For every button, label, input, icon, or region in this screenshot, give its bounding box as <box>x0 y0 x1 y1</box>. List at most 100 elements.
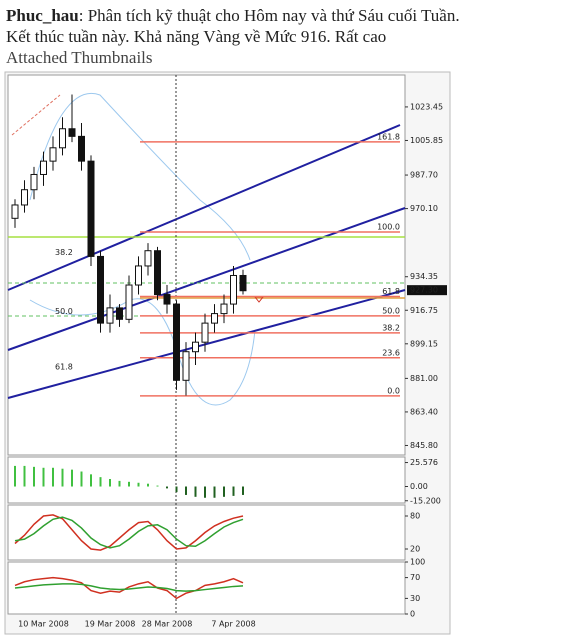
y-tick-label: -15.200 <box>410 496 441 505</box>
y-tick-label: 970.10 <box>410 204 438 213</box>
x-tick-label: 7 Apr 2008 <box>211 620 255 629</box>
fib-label: 23.6 <box>382 348 400 357</box>
macd-bar <box>80 471 83 487</box>
post-line: Kết thúc tuần này. Khả năng Vàng về Mức … <box>6 27 387 46</box>
macd-bar <box>14 465 16 487</box>
post-line: Phuc_hau: Phân tích kỹ thuật cho Hôm nay… <box>6 6 460 26</box>
macd-bar <box>52 467 54 487</box>
y-tick-label: 863.40 <box>410 407 438 416</box>
macd-bar <box>33 466 35 487</box>
fib-label: 50.0 <box>382 306 400 315</box>
macd-bar <box>223 486 225 497</box>
y-tick-label: 916.75 <box>410 306 438 315</box>
candle-body <box>211 313 218 324</box>
y-tick-label: 100 <box>410 558 425 567</box>
stochastic-line <box>14 514 244 551</box>
x-tick-label: 10 Mar 2008 <box>18 620 69 629</box>
y-tick-label: 899.15 <box>410 339 438 348</box>
y-tick-label: 30 <box>410 594 420 603</box>
candle-body <box>125 284 133 320</box>
macd-bar <box>109 479 111 487</box>
candle-body <box>87 160 95 257</box>
macd-bar <box>128 481 130 487</box>
y-tick-label: 845.80 <box>410 441 438 450</box>
macd-bar <box>204 486 206 498</box>
bollinger-upper <box>29 92 251 261</box>
y-tick-label: 987.70 <box>410 171 438 180</box>
macd-bar <box>147 483 149 487</box>
y-tick-label: 1023.45 <box>410 102 443 111</box>
channel-line <box>7 289 406 399</box>
post-text: : Phân tích kỹ thuật cho Hôm nay và thứ … <box>78 6 460 25</box>
author[interactable]: Phuc_hau <box>6 6 79 25</box>
candle-body <box>97 255 104 324</box>
candle-body <box>201 322 209 343</box>
candle-body <box>59 128 66 149</box>
candle-body <box>154 250 161 296</box>
macd-bar <box>175 486 178 493</box>
price-box-label: 927.30 <box>410 286 438 295</box>
rsi-line <box>14 576 244 600</box>
y-tick-label: 80 <box>410 512 420 521</box>
macd-bar <box>156 485 159 487</box>
macd-bar <box>185 486 187 495</box>
macd-bar <box>118 480 121 487</box>
price-panel <box>7 74 406 456</box>
y-tick-label: 25.576 <box>410 458 438 467</box>
rsi-panel <box>7 561 406 615</box>
candle-body <box>116 307 123 320</box>
macd-panel <box>7 456 406 504</box>
macd-bar <box>166 486 168 489</box>
candle-body <box>144 250 152 267</box>
candle-body <box>173 303 180 381</box>
macd-bar <box>137 482 140 487</box>
candle-body <box>21 189 28 206</box>
fib-label: 161.8 <box>377 132 400 141</box>
fib-label: 61.8 <box>382 287 400 296</box>
macd-bar <box>213 486 216 498</box>
fib-label: 100.0 <box>377 223 400 232</box>
macd-bar <box>71 469 73 487</box>
candle-body <box>11 204 19 219</box>
y-tick-label: 70 <box>410 573 420 582</box>
channel-label: 38.2 <box>55 248 73 257</box>
macd-bar <box>61 468 64 487</box>
macd-bar <box>242 486 244 495</box>
macd-bar <box>23 465 26 487</box>
candle-body <box>220 303 228 315</box>
fib-label: 0.0 <box>387 386 400 395</box>
candle-body <box>30 173 38 191</box>
candle-body <box>182 351 190 381</box>
x-tick-label: 28 Mar 2008 <box>142 620 193 629</box>
candle-body <box>78 135 85 162</box>
macd-bar <box>42 467 45 487</box>
y-tick-label: 0 <box>410 610 415 619</box>
candle-body <box>40 160 47 175</box>
macd-bar <box>90 474 92 487</box>
candle-body <box>106 307 114 324</box>
price-box <box>407 285 447 296</box>
channel-label: 61.8 <box>55 362 73 371</box>
attachments-label: Attached Thumbnails <box>6 48 153 67</box>
trend-dash <box>11 94 61 136</box>
rsi-line <box>14 583 244 592</box>
y-tick-label: 881.00 <box>410 374 438 383</box>
y-tick-label: 20 <box>410 545 420 554</box>
stoch-panel <box>7 504 406 561</box>
macd-bar <box>99 477 102 487</box>
macd-bar <box>194 486 197 497</box>
y-tick-label: 934.35 <box>410 272 438 281</box>
y-tick-label: 1005.85 <box>410 136 443 145</box>
x-tick-label: 19 Mar 2008 <box>85 620 136 629</box>
channel-line <box>7 124 401 291</box>
candle-body <box>163 294 171 305</box>
candle-body <box>135 265 142 286</box>
candle-body <box>192 341 199 353</box>
stochastic-line <box>14 516 244 549</box>
candle-body <box>49 147 57 162</box>
candle-body <box>68 128 76 137</box>
fib-label: 38.2 <box>382 323 400 332</box>
y-tick-label: 0.00 <box>410 482 428 491</box>
